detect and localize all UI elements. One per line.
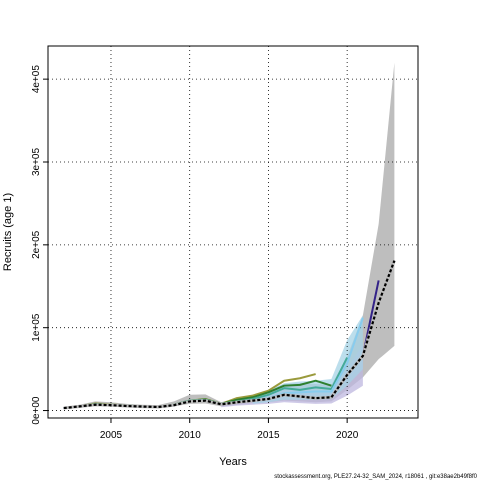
y-tick-label: 0e+00 [31, 396, 42, 425]
y-axis-title: Recruits (age 1) [2, 193, 14, 271]
grid-lines [48, 46, 418, 418]
series-line-final-dashed [63, 260, 396, 410]
plot-frame [47, 45, 419, 419]
x-tick-label: 2005 [100, 430, 123, 441]
x-tick-label: 2015 [257, 430, 280, 441]
confidence-bands [63, 62, 395, 410]
y-tick-label: 2e+05 [31, 230, 42, 259]
footer-credit: stockassessment.org, PLE27.24-32_SAM_202… [274, 474, 477, 480]
y-tick-label: 4e+05 [31, 65, 42, 94]
y-tick-label: 3e+05 [31, 148, 42, 177]
y-tick-label: 1e+05 [31, 313, 42, 342]
series-lines [63, 260, 396, 410]
axes: 2005 2010 2015 2020 0e+00 1e+05 2e+05 3e+05 4e+0… [31, 65, 359, 441]
x-tick-label: 2020 [336, 430, 359, 441]
x-axis-title: Years [219, 456, 247, 468]
x-tick-label: 2010 [179, 430, 202, 441]
